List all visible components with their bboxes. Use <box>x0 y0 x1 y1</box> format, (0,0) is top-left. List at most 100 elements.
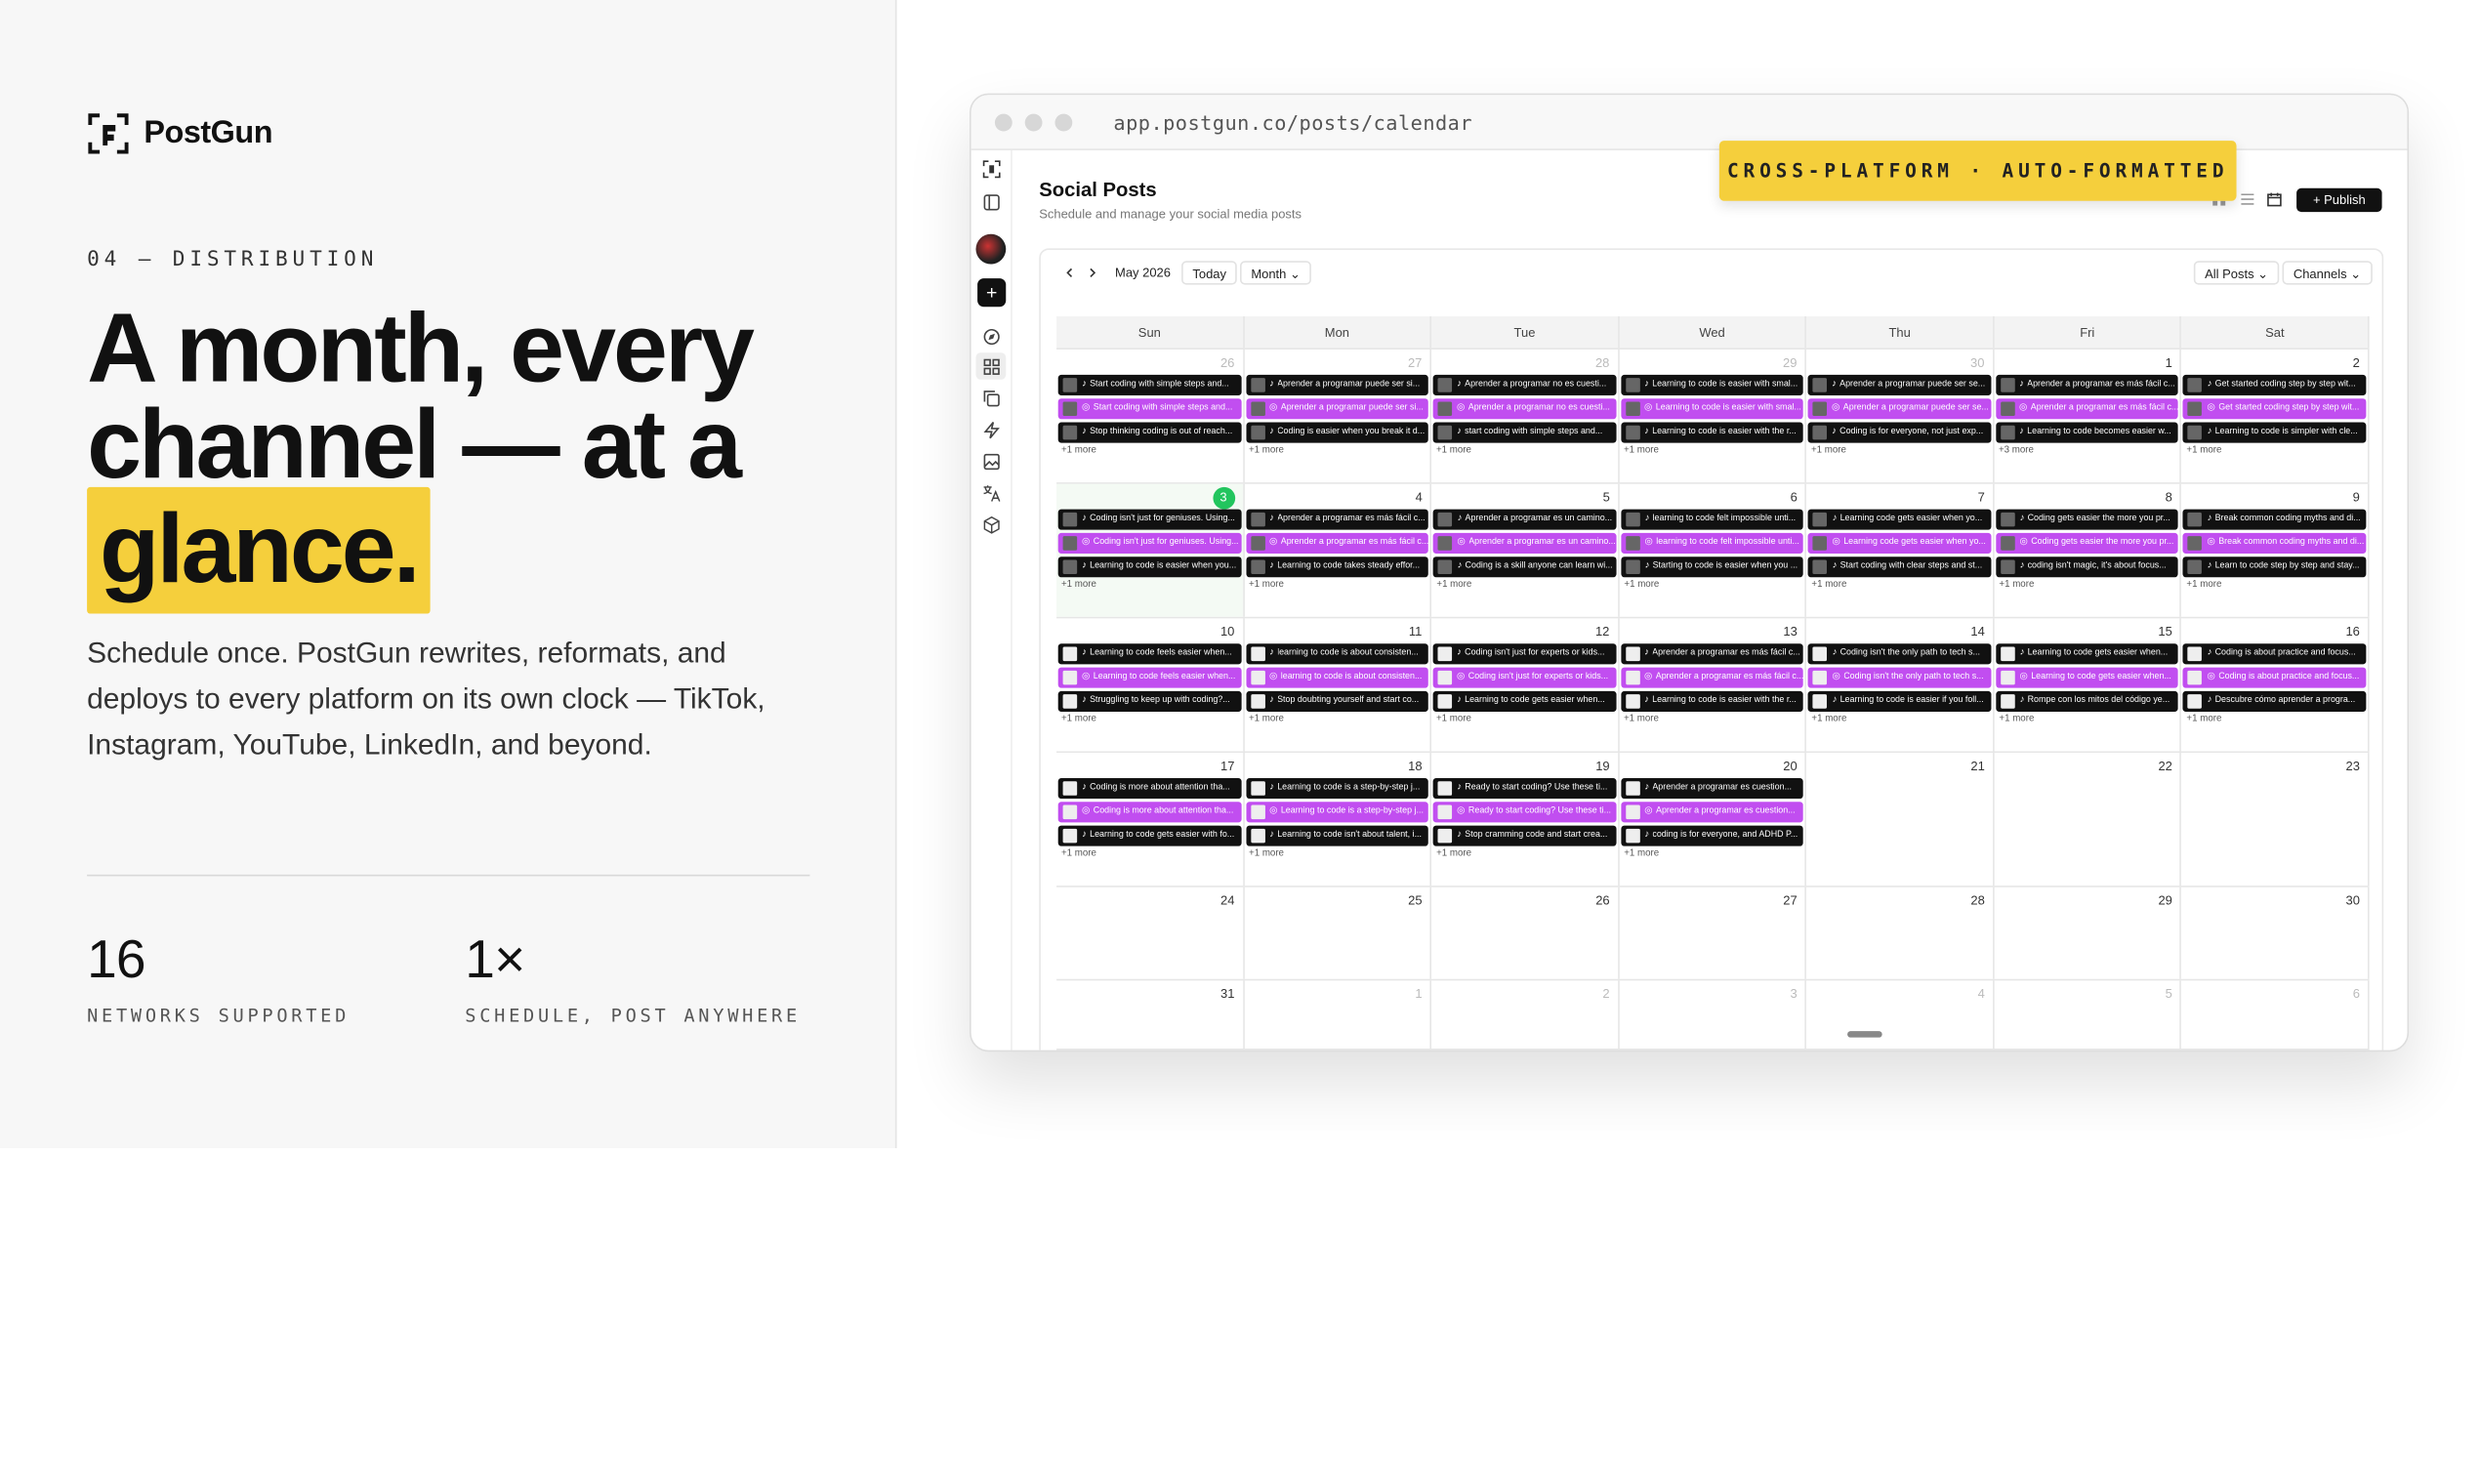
tiktok-post-chip[interactable]: ♪ Aprender a programar es más fácil c... <box>1995 374 2179 395</box>
instagram-post-chip[interactable]: ◎ Coding gets easier the more you pr... <box>1996 532 2179 554</box>
tiktok-post-chip[interactable]: ♪ Learning to code is easier when you... <box>1057 556 1241 578</box>
calendar-day-cell[interactable]: 26 <box>1431 886 1620 979</box>
tiktok-post-chip[interactable]: ♪ Coding gets easier the more you pr... <box>1996 509 2179 530</box>
tiktok-post-chip[interactable]: ♪ Stop doubting yourself and start co... <box>1245 690 1428 712</box>
tiktok-post-chip[interactable]: ♪ Descubre cómo aprender a progra... <box>2183 690 2367 712</box>
calendar-day-cell[interactable]: 15 ♪ Learning to code gets easier when... ◎… <box>1995 618 2182 752</box>
calendar-day-cell[interactable]: 30 ♪ Aprender a programar puede ser se... ◎… <box>1806 349 1995 483</box>
calendar-day-cell[interactable]: 24 <box>1056 886 1245 979</box>
window-minimize-dot[interactable] <box>1024 112 1043 131</box>
calendar-day-cell[interactable]: 2 <box>1431 980 1620 1049</box>
brand-logo[interactable]: PostGun <box>87 112 272 155</box>
publish-button[interactable]: + Publish <box>2296 187 2382 213</box>
more-posts-link[interactable]: +1 more <box>1999 715 2035 724</box>
tiktok-post-chip[interactable]: ♪ Learning to code takes steady effor... <box>1245 556 1429 578</box>
translate-icon[interactable] <box>982 484 1001 503</box>
instagram-post-chip[interactable]: ◎ Aprender a programar puede ser si... <box>1245 398 1428 420</box>
instagram-post-chip[interactable]: ◎ Learning to code gets easier when... <box>1996 667 2179 688</box>
tiktok-post-chip[interactable]: ♪ start coding with simple steps and... <box>1432 422 1616 443</box>
tiktok-post-chip[interactable]: ♪ Learning to code gets easier when... <box>1996 643 2179 665</box>
calendar-day-cell[interactable]: 6 ♪ learning to code felt impossible unti.… <box>1620 483 1807 617</box>
tiktok-post-chip[interactable]: ♪ Stop thinking coding is out of reach... <box>1057 422 1241 443</box>
tiktok-post-chip[interactable]: ♪ Start coding with clear steps and st... <box>1808 556 1992 578</box>
more-posts-link[interactable]: +1 more <box>2186 580 2222 591</box>
tiktok-post-chip[interactable]: ♪ Coding is about practice and focus... <box>2183 643 2367 665</box>
scroll-handle[interactable] <box>1847 1031 1882 1038</box>
instagram-post-chip[interactable]: ◎ Coding is more about attention tha... <box>1057 802 1241 823</box>
bolt-icon[interactable] <box>982 421 1001 439</box>
more-posts-link[interactable]: +1 more <box>1811 580 1847 591</box>
view-select[interactable]: Month ⌄ <box>1240 261 1312 285</box>
calendar-day-cell[interactable]: 5 ♪ Aprender a programar es un camino... ◎ A… <box>1432 483 1620 617</box>
tiktok-post-chip[interactable]: ♪ Coding isn't just for experts or kids..… <box>1432 643 1616 665</box>
more-posts-link[interactable]: +1 more <box>1435 445 1471 456</box>
instagram-post-chip[interactable]: ◎ Coding isn't just for geniuses. Using..… <box>1057 532 1241 554</box>
tiktok-post-chip[interactable]: ♪ Starting to code is easier when you ... <box>1621 556 1804 578</box>
instagram-post-chip[interactable]: ◎ Get started coding step by step wit... <box>2183 398 2367 420</box>
add-icon[interactable]: + <box>977 278 1007 308</box>
calendar-day-cell[interactable]: 14 ♪ Coding isn't the only path to tech s.… <box>1807 618 1995 752</box>
calendar-day-cell[interactable]: 27 ♪ Aprender a programar puede ser si... ◎… <box>1244 349 1432 483</box>
instagram-post-chip[interactable]: ◎ Aprender a programar es más fácil c... <box>1620 667 1804 688</box>
tiktok-post-chip[interactable]: ♪ Coding is easier when you break it d... <box>1245 422 1428 443</box>
tiktok-post-chip[interactable]: ♪ coding isn't magic, it's about focus... <box>1996 556 2179 578</box>
tiktok-post-chip[interactable]: ♪ Learning to code is easier if you foll.… <box>1808 690 1992 712</box>
tiktok-post-chip[interactable]: ♪ Learn to code step by step and stay... <box>2183 556 2367 578</box>
tiktok-post-chip[interactable]: ♪ Learning to code gets easier with fo... <box>1057 825 1241 846</box>
tiktok-post-chip[interactable]: ♪ Learning to code gets easier when... <box>1432 690 1616 712</box>
calendar-day-cell[interactable]: 7 ♪ Learning code gets easier when yo... ◎ L… <box>1807 483 1995 617</box>
calendar-day-cell[interactable]: 1 ♪ Aprender a programar es más fácil c...… <box>1994 349 2182 483</box>
calendar-day-cell[interactable]: 30 <box>2182 886 2370 979</box>
more-posts-link[interactable]: +1 more <box>1999 580 2035 591</box>
calendar-day-cell[interactable]: 12 ♪ Coding isn't just for experts or kids… <box>1431 618 1620 752</box>
more-posts-link[interactable]: +1 more <box>1436 580 1472 591</box>
logo-icon[interactable] <box>982 160 1001 179</box>
instagram-post-chip[interactable]: ◎ learning to code felt impossible unti..… <box>1621 532 1804 554</box>
calendar-day-cell[interactable]: 6 <box>2182 980 2370 1049</box>
calendar-day-cell[interactable]: 20 ♪ Aprender a programar es cuestion... ◎ A… <box>1619 753 1807 886</box>
tiktok-post-chip[interactable]: ♪ learning to code felt impossible unti..… <box>1621 509 1804 530</box>
more-posts-link[interactable]: +1 more <box>1249 848 1284 859</box>
more-posts-link[interactable]: +1 more <box>1060 445 1096 456</box>
prev-month-icon[interactable] <box>1063 261 1076 284</box>
more-posts-link[interactable]: +3 more <box>1998 445 2034 456</box>
calendar-day-cell[interactable]: 25 <box>1244 886 1432 979</box>
posts-filter[interactable]: All Posts ⌄ <box>2193 261 2280 285</box>
tiktok-post-chip[interactable]: ♪ Learning to code is easier with the r..… <box>1620 690 1804 712</box>
window-maximize-dot[interactable] <box>1054 112 1073 131</box>
calendar-day-cell[interactable]: 1 <box>1244 980 1432 1049</box>
tiktok-post-chip[interactable]: ♪ Aprender a programar puede ser si... <box>1245 374 1428 395</box>
calendar-day-cell[interactable]: 29 <box>1995 886 2182 979</box>
next-month-icon[interactable] <box>1087 261 1099 284</box>
tiktok-post-chip[interactable]: ♪ learning to code is about consisten... <box>1245 643 1428 665</box>
instagram-post-chip[interactable]: ◎ Coding isn't the only path to tech s... <box>1808 667 1992 688</box>
more-posts-link[interactable]: +1 more <box>1623 715 1659 724</box>
tiktok-post-chip[interactable]: ♪ Learning to code feels easier when... <box>1057 643 1241 665</box>
more-posts-link[interactable]: +1 more <box>1248 580 1284 591</box>
calendar-day-cell[interactable]: 18 ♪ Learning to code is a step-by-step j.… <box>1244 753 1432 886</box>
compass-icon[interactable] <box>982 327 1001 346</box>
more-posts-link[interactable]: +1 more <box>1248 715 1284 724</box>
sidebar-toggle-icon[interactable] <box>982 193 1001 212</box>
tiktok-post-chip[interactable]: ♪ Coding isn't just for geniuses. Using..… <box>1057 509 1241 530</box>
instagram-post-chip[interactable]: ◎ Aprender a programar puede ser se... <box>1807 398 1991 420</box>
tiktok-post-chip[interactable]: ♪ Learning to code is simpler with cle... <box>2183 422 2367 443</box>
tiktok-post-chip[interactable]: ♪ Learning code gets easier when yo... <box>1808 509 1992 530</box>
calendar-day-cell[interactable]: 11 ♪ learning to code is about consisten..… <box>1244 618 1432 752</box>
box-icon[interactable] <box>982 515 1001 534</box>
instagram-post-chip[interactable]: ◎ Learning to code feels easier when... <box>1057 667 1241 688</box>
more-posts-link[interactable]: +1 more <box>1248 445 1284 456</box>
calendar-day-cell[interactable]: 2 ♪ Get started coding step by step wit...… <box>2182 349 2370 483</box>
tiktok-post-chip[interactable]: ♪ Start coding with simple steps and... <box>1057 374 1241 395</box>
more-posts-link[interactable]: +1 more <box>1624 848 1660 859</box>
tiktok-post-chip[interactable]: ♪ Struggling to keep up with coding?... <box>1057 690 1241 712</box>
more-posts-link[interactable]: +1 more <box>2186 445 2222 456</box>
calendar-view-icon[interactable] <box>2266 191 2282 207</box>
copy-icon[interactable] <box>982 389 1001 407</box>
more-posts-link[interactable]: +1 more <box>1810 445 1846 456</box>
tiktok-post-chip[interactable]: ♪ Ready to start coding? Use these ti... <box>1432 777 1617 800</box>
calendar-day-cell[interactable]: 29 ♪ Learning to code is easier with smal.… <box>1619 349 1807 483</box>
tiktok-post-chip[interactable]: ♪ Learning to code becomes easier w... <box>1995 422 2179 443</box>
instagram-post-chip[interactable]: ◎ Start coding with simple steps and... <box>1057 398 1241 420</box>
tiktok-post-chip[interactable]: ♪ coding is for everyone, and ADHD P... <box>1620 825 1804 846</box>
